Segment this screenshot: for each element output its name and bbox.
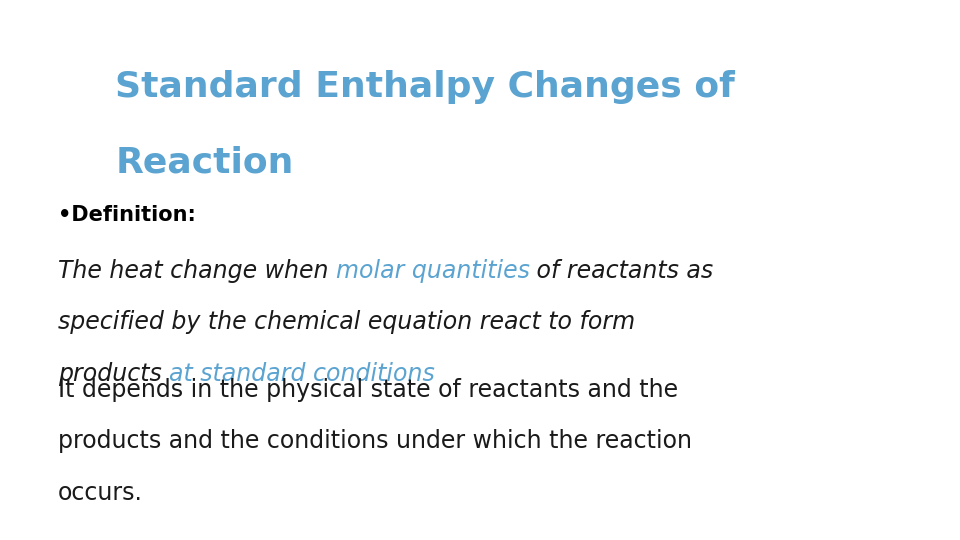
Text: at standard conditions: at standard conditions bbox=[169, 362, 435, 386]
Text: Reaction: Reaction bbox=[115, 146, 294, 180]
Text: It depends in the physical state of reactants and the: It depends in the physical state of reac… bbox=[58, 378, 678, 402]
Text: products and the conditions under which the reaction: products and the conditions under which … bbox=[58, 429, 691, 453]
Text: •Definition:: •Definition: bbox=[58, 205, 196, 225]
Text: The heat change when: The heat change when bbox=[58, 259, 336, 283]
Text: products: products bbox=[58, 362, 169, 386]
Text: of reactants as: of reactants as bbox=[530, 259, 713, 283]
Text: Standard Enthalpy Changes of: Standard Enthalpy Changes of bbox=[115, 70, 735, 104]
Text: molar quantities: molar quantities bbox=[336, 259, 530, 283]
Text: specified by the chemical equation react to form: specified by the chemical equation react… bbox=[58, 310, 635, 334]
Text: occurs.: occurs. bbox=[58, 481, 142, 504]
